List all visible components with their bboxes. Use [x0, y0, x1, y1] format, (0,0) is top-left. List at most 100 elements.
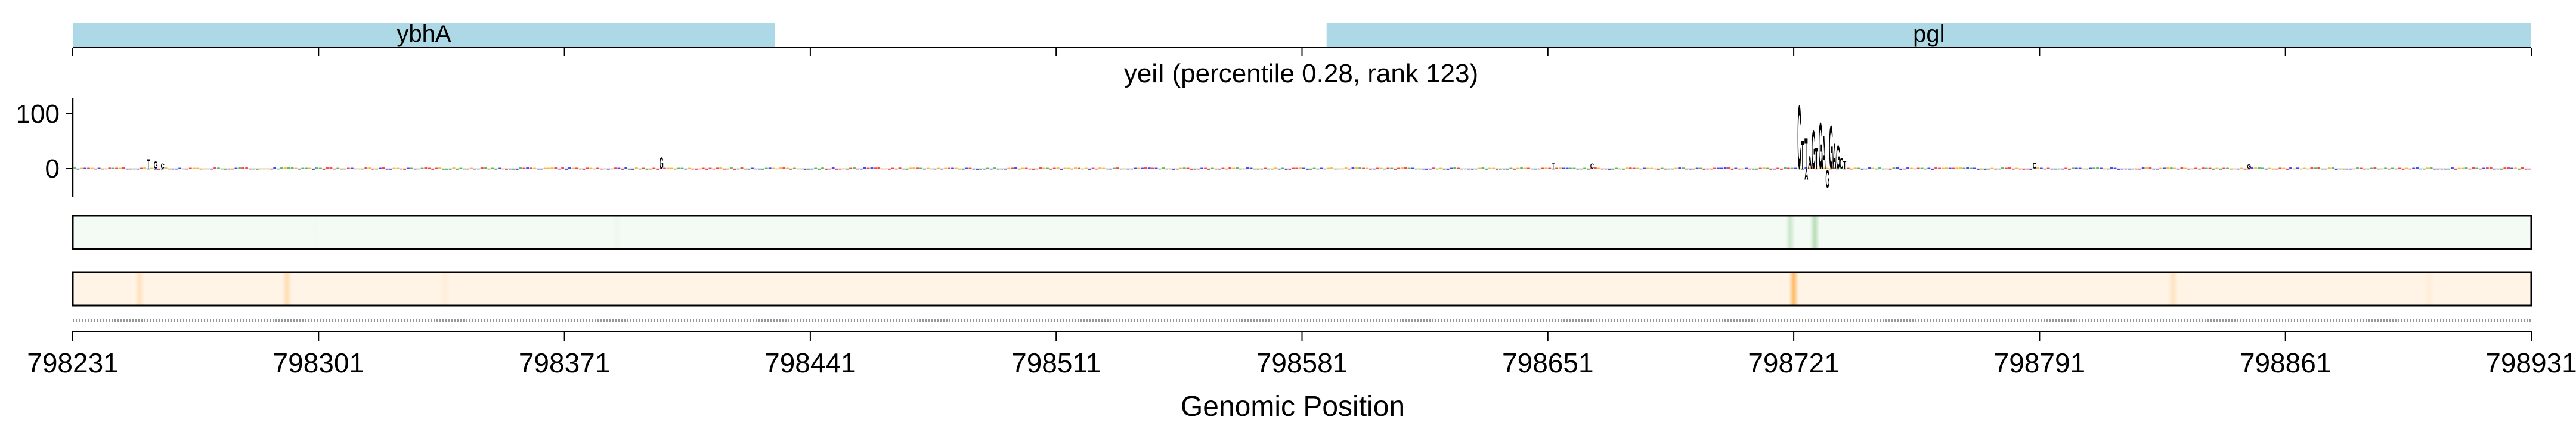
- logo-peak-letter: G: [1836, 139, 1840, 176]
- logo-letter: [1422, 169, 1425, 170]
- logo-letter: [660, 167, 662, 169]
- logo-letter: [526, 167, 530, 169]
- logo-letter: [1182, 167, 1186, 169]
- logo-letter: [1221, 167, 1225, 169]
- logo-letter: [1622, 169, 1625, 170]
- logo-peak-letter: G: [2247, 164, 2251, 170]
- logo-letter: [677, 167, 680, 169]
- logo-letter: [617, 167, 621, 169]
- logo-letter: [1407, 167, 1411, 169]
- logo-letter: [1492, 167, 1495, 169]
- logo-letter: [933, 169, 937, 170]
- logo-letter: [1305, 169, 1309, 170]
- logo-letter: [255, 169, 259, 170]
- logo-letter: [695, 169, 698, 170]
- logo-letter: [1878, 167, 1881, 169]
- logo-letter: [435, 167, 438, 169]
- logo-letter: [2310, 167, 2314, 169]
- logo-letter: [856, 169, 859, 170]
- logo-letter: [382, 167, 385, 169]
- logo-letter: [793, 167, 796, 169]
- logo-letter: [125, 169, 129, 170]
- logo-letter: [2349, 169, 2352, 170]
- logo-letter: [122, 167, 125, 169]
- logo-letter: [519, 167, 522, 169]
- logo-letter: [1210, 167, 1214, 169]
- logo-letter: [76, 169, 80, 170]
- logo-letter: [1137, 167, 1140, 169]
- logo-letter: [603, 169, 606, 170]
- logo-letter: [2493, 169, 2496, 170]
- logo-letter: [930, 169, 933, 170]
- logo-letter: [1618, 169, 1621, 170]
- logo-letter: [796, 169, 800, 170]
- logo-letter: [1794, 167, 1797, 169]
- logo-letter: [2510, 167, 2513, 169]
- logo-letter: [350, 167, 354, 169]
- logo-letter: [1885, 169, 1888, 170]
- logo-peak-letter: A: [1832, 136, 1836, 177]
- logo-letter: [1039, 167, 1042, 169]
- logo-letter: [1962, 167, 1966, 169]
- logo-letter: [1218, 169, 1221, 170]
- logo-letter: [1713, 167, 1716, 169]
- logo-letter: [2005, 167, 2008, 169]
- logo-letter: [1098, 167, 1102, 169]
- logo-letter: [1049, 169, 1052, 170]
- logo-letter: [2261, 167, 2264, 169]
- logo-letter: [424, 167, 428, 169]
- logo-letter: [2342, 169, 2345, 170]
- logo-letter: [140, 167, 143, 169]
- x-axis-ticks: [72, 331, 2532, 341]
- logo-letter: [1232, 167, 1236, 169]
- logo-letter: [1141, 167, 1144, 169]
- logo-letter: [1513, 169, 1516, 170]
- logo-letter: [645, 169, 649, 170]
- logo-letter: [364, 167, 368, 169]
- green-heatmap-track: [72, 214, 2532, 250]
- logo-letter: [2061, 169, 2064, 170]
- logo-letter: [2514, 167, 2517, 169]
- logo-letter: [965, 167, 968, 169]
- gene-label: pgl: [1913, 21, 1945, 47]
- logo-letter: [1267, 169, 1270, 170]
- logo-letter: [586, 167, 589, 169]
- logo-letter: [322, 169, 326, 170]
- logo-letter: [340, 169, 343, 170]
- logo-letter: [764, 167, 768, 169]
- logo-letter: [459, 167, 463, 169]
- logo-letter: [1126, 169, 1130, 170]
- logo-letter: [2334, 169, 2338, 170]
- logo-letter: [2194, 167, 2197, 169]
- logo-letter: [1980, 169, 1983, 170]
- logo-letter: [1119, 169, 1123, 170]
- logo-letter: [1857, 167, 1860, 169]
- logo-letter: [2398, 167, 2401, 169]
- logo-letter: [1646, 167, 1650, 169]
- logo-letter: [1249, 167, 1253, 169]
- logo-letter: [1674, 167, 1678, 169]
- logo-letter: [217, 167, 220, 169]
- logo-letter: [1274, 167, 1277, 169]
- logo-letter: [213, 167, 216, 169]
- logo-letter: [1397, 167, 1400, 169]
- logo-letter: [673, 169, 677, 170]
- logo-letter: [807, 169, 810, 170]
- logo-letter: [821, 167, 824, 169]
- logo-letter: [1632, 167, 1636, 169]
- logo-peak-letter: G: [1819, 109, 1823, 183]
- logo-letter: [1418, 169, 1422, 170]
- logo-letter: [410, 167, 413, 169]
- logo-letter: [2296, 167, 2299, 169]
- logo-letter: [1955, 167, 1959, 169]
- logo-letter: [2166, 167, 2169, 169]
- logo-letter: [1942, 167, 1945, 169]
- x-tick-label: 798861: [2240, 347, 2332, 378]
- logo-letter: [2426, 167, 2429, 169]
- logo-letter: [2184, 167, 2187, 169]
- logo-letter: [298, 169, 301, 170]
- logo-letter: [2299, 169, 2303, 170]
- logo-letter: [1738, 169, 1741, 170]
- logo-letter: [2057, 169, 2061, 170]
- logo-letter: [1593, 167, 1597, 169]
